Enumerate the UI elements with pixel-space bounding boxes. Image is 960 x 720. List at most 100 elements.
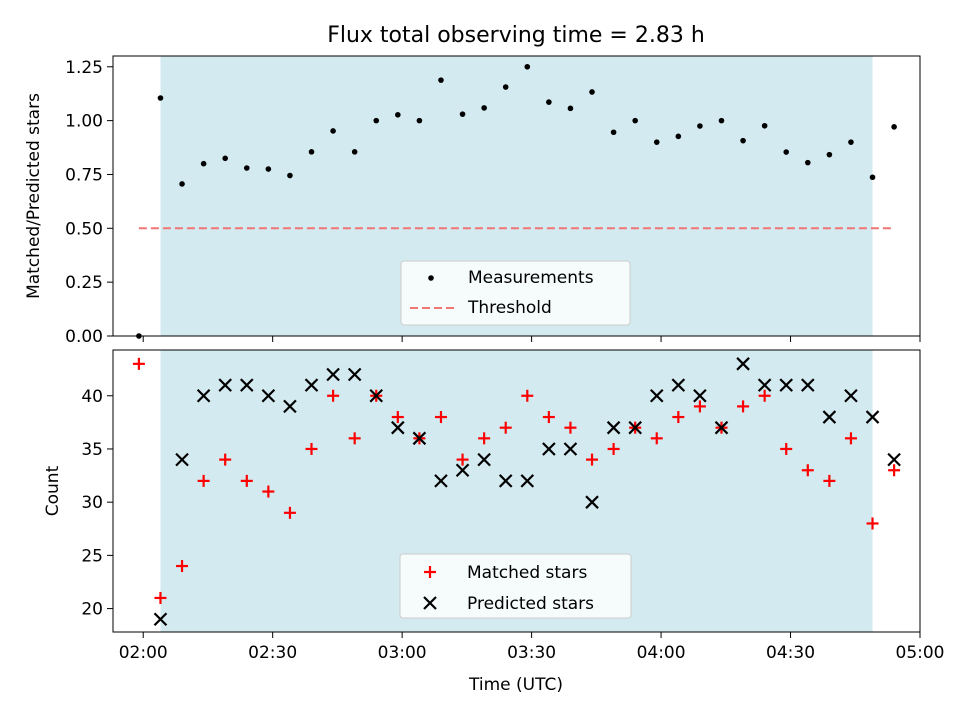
count-y-label: Count [43, 465, 63, 516]
measurement-point [869, 174, 876, 181]
count-x-axis: 02:00 02:30 03:00 03:30 04:00 04:30 05:00 [119, 632, 945, 663]
measurement-point [438, 77, 444, 83]
ratio-legend: Measurements Threshold [400, 260, 631, 326]
matched-star-point [650, 432, 663, 445]
matched-star-point [456, 453, 469, 466]
predicted-star-point [391, 420, 405, 435]
predicted-star-point [757, 378, 772, 392]
ratio-y-axis: 0.00 0.25 0.50 0.75 1.00 1.25 [65, 58, 113, 347]
x-tick-label: 03:30 [507, 643, 556, 663]
predicted-star-point [261, 388, 276, 403]
x-tick-label: 04:30 [766, 643, 815, 663]
measurement-point [761, 122, 768, 129]
count-panel: 20 25 30 35 40 02:00 02:30 03:00 03:30 04:00 04:3… [43, 349, 945, 695]
matched-star-point [586, 453, 599, 466]
predicted-star-point [801, 378, 815, 392]
matched-star-point [542, 411, 555, 424]
y-tick-label: 30 [81, 493, 103, 513]
y-tick-label: 25 [81, 546, 103, 566]
predicted-star-point [628, 420, 642, 435]
y-tick-label: 1.25 [65, 58, 103, 78]
measurement-point [243, 165, 250, 171]
measurement-point [502, 84, 509, 90]
measurement-point [222, 155, 229, 162]
predicted-star-point [887, 452, 901, 467]
chart-title: Flux total observing time = 2.83 h [327, 23, 705, 48]
matched-star-point [866, 517, 879, 530]
predicted-star-point [196, 388, 211, 403]
matched-star-point [564, 421, 577, 434]
predicted-star-point [434, 474, 448, 488]
predicted-star-point [477, 452, 491, 467]
matched-star-point [391, 411, 404, 424]
measurement-point [265, 166, 272, 172]
legend-matched-label: Matched stars [467, 563, 587, 583]
matched-star-point [478, 432, 491, 445]
matched-star-point [283, 506, 296, 519]
count-x-label: Time (UTC) [468, 675, 563, 695]
measurement-point [373, 117, 380, 124]
matched-star-point [737, 400, 750, 413]
matched-star-point [823, 474, 836, 487]
predicted-star-point [304, 378, 319, 392]
measurement-point [804, 159, 811, 166]
measurement-point [826, 151, 833, 158]
matched-star-point [132, 357, 145, 370]
matched-star-point [693, 400, 706, 413]
predicted-star-point [779, 378, 793, 392]
predicted-star-points [153, 357, 901, 627]
measurement-point [200, 160, 207, 167]
predicted-star-point [455, 463, 470, 478]
measurement-point [546, 99, 552, 105]
predicted-star-point [822, 410, 837, 424]
legend-measurements-marker [428, 275, 434, 281]
matched-star-point [499, 421, 512, 434]
predicted-star-point [218, 378, 232, 392]
matched-star-point [521, 389, 534, 402]
predicted-star-point [865, 410, 880, 424]
measurement-point [351, 149, 358, 155]
predicted-star-point [693, 388, 707, 403]
predicted-star-point [606, 420, 621, 435]
matched-star-point [607, 442, 620, 455]
x-tick-label: 02:00 [119, 643, 168, 663]
count-y-axis: 20 25 30 35 40 [81, 387, 113, 620]
matched-star-point [348, 432, 361, 445]
matched-star-point [672, 411, 685, 424]
predicted-star-point [542, 442, 556, 456]
measurement-point [848, 139, 854, 145]
predicted-star-point [369, 388, 384, 403]
predicted-star-point [671, 378, 686, 392]
y-tick-label: 0.25 [65, 273, 103, 293]
x-tick-label: 05:00 [896, 643, 945, 663]
measurement-point [524, 63, 531, 70]
predicted-star-point [175, 452, 189, 467]
x-tick-label: 02:30 [248, 643, 297, 663]
measurement-point [330, 128, 336, 134]
predicted-star-point [240, 378, 254, 392]
predicted-star-point [412, 431, 427, 446]
matched-star-point [780, 442, 793, 455]
predicted-star-point [563, 442, 578, 456]
measurement-point [632, 117, 638, 124]
measurement-point [740, 137, 746, 144]
predicted-star-point [283, 399, 297, 414]
measurement-point [416, 117, 423, 124]
matched-star-point [888, 464, 901, 477]
count-legend: Matched stars Predicted stars [399, 553, 632, 619]
measurement-point [308, 149, 315, 155]
ratio-panel: 0.00 0.25 0.50 0.75 1.00 1.25 Matched/Predict… [24, 55, 921, 347]
predicted-star-point [714, 420, 729, 435]
predicted-star-point [736, 357, 750, 371]
y-tick-label: 0.00 [65, 327, 103, 347]
matched-star-point [434, 411, 447, 424]
measurement-point [395, 112, 401, 118]
measurement-point [481, 105, 487, 111]
predicted-star-point [498, 474, 513, 488]
matched-star-point [176, 560, 189, 573]
matched-star-point [305, 442, 318, 455]
measurement-point [783, 149, 790, 155]
measurement-point [718, 117, 725, 124]
matched-star-point [240, 474, 253, 487]
measurement-point [179, 181, 185, 187]
